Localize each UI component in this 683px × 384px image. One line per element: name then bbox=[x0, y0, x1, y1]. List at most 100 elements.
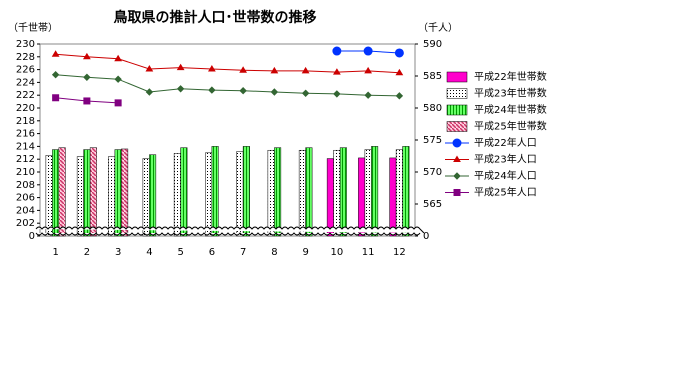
bar bbox=[298, 149, 306, 237]
bar bbox=[58, 147, 66, 237]
marker bbox=[270, 66, 279, 74]
marker bbox=[176, 85, 185, 93]
y-tick-label: 224 bbox=[16, 77, 35, 88]
x-tick-label: 4 bbox=[146, 247, 152, 258]
x-tick-label: 12 bbox=[393, 247, 406, 258]
bar bbox=[395, 149, 403, 237]
y-tick-label: 214 bbox=[16, 141, 35, 152]
bar bbox=[149, 154, 157, 237]
legend-item: 平成24年世帯数 bbox=[446, 103, 547, 116]
y-tick-label: 208 bbox=[16, 180, 35, 191]
legend-swatch bbox=[446, 71, 468, 83]
y-tick-label: 222 bbox=[16, 90, 35, 101]
chart-title: 鳥取県の推計人口･世帯数の推移 bbox=[114, 9, 317, 26]
marker bbox=[51, 50, 60, 57]
bar bbox=[52, 149, 60, 237]
legend-item: 平成23年世帯数 bbox=[446, 87, 547, 100]
bar bbox=[333, 149, 341, 237]
line bbox=[55, 74, 400, 97]
y-tick-label: 216 bbox=[16, 129, 35, 140]
marker bbox=[239, 87, 247, 95]
y2-tick-label: 580 bbox=[423, 103, 442, 114]
bar bbox=[326, 158, 334, 237]
y2-tick-label: 570 bbox=[423, 167, 442, 178]
marker bbox=[364, 66, 373, 74]
x-tick-label: 3 bbox=[115, 247, 121, 258]
marker bbox=[52, 94, 60, 102]
marker bbox=[301, 66, 310, 74]
marker bbox=[208, 86, 216, 94]
legend-swatch bbox=[446, 88, 468, 99]
bar bbox=[358, 157, 366, 237]
marker bbox=[453, 189, 461, 196]
bar bbox=[114, 149, 122, 237]
bar bbox=[180, 147, 188, 237]
bar bbox=[389, 157, 397, 237]
bar bbox=[305, 147, 313, 237]
legend-label: 平成24年世帯数 bbox=[474, 103, 547, 116]
y-tick-label: 204 bbox=[16, 205, 35, 216]
x-tick-label: 10 bbox=[331, 247, 344, 258]
y-tick-label: 218 bbox=[16, 116, 35, 127]
legend-label: 平成22年世帯数 bbox=[474, 70, 547, 83]
bar bbox=[45, 155, 53, 237]
legend-label: 平成22年人口 bbox=[474, 136, 537, 149]
marker bbox=[114, 99, 122, 107]
bar bbox=[236, 151, 244, 237]
y-tick-label: 206 bbox=[16, 193, 35, 204]
legend-item: 平成25年人口 bbox=[445, 186, 537, 199]
marker bbox=[301, 89, 310, 97]
legend-swatch bbox=[446, 121, 468, 132]
bar bbox=[142, 158, 150, 237]
y2-tick-label: 565 bbox=[423, 199, 442, 210]
bar bbox=[121, 148, 129, 237]
x-tick-label: 8 bbox=[271, 247, 277, 258]
marker bbox=[239, 66, 248, 73]
legend-label: 平成24年人口 bbox=[474, 169, 537, 182]
bar bbox=[205, 152, 213, 237]
marker bbox=[332, 68, 341, 75]
bar bbox=[274, 147, 282, 237]
marker bbox=[270, 88, 279, 96]
marker bbox=[453, 155, 461, 162]
marker bbox=[83, 73, 91, 81]
marker bbox=[82, 52, 91, 60]
bar bbox=[173, 153, 181, 237]
marker bbox=[114, 75, 122, 83]
y-tick-label: 226 bbox=[16, 65, 35, 76]
marker bbox=[363, 46, 373, 56]
marker bbox=[333, 90, 341, 98]
bar bbox=[108, 156, 116, 237]
y2-tick-label: 585 bbox=[423, 71, 442, 82]
bar bbox=[76, 156, 84, 237]
y-tick-label: 202 bbox=[16, 218, 35, 229]
bar bbox=[83, 149, 91, 237]
y-tick-label: 220 bbox=[16, 103, 35, 114]
y-tick-label: 210 bbox=[16, 167, 35, 178]
x-tick-label: 5 bbox=[177, 247, 183, 258]
x-tick-label: 1 bbox=[52, 247, 58, 258]
marker bbox=[145, 64, 154, 72]
marker bbox=[453, 172, 461, 180]
x-tick-label: 7 bbox=[240, 247, 246, 258]
marker bbox=[145, 88, 154, 96]
y2-tick-label: 590 bbox=[423, 39, 442, 50]
x-tick-label: 9 bbox=[302, 247, 308, 258]
y2-tick-label: 575 bbox=[423, 135, 442, 146]
marker bbox=[452, 138, 462, 148]
legend-item: 平成23年人口 bbox=[445, 153, 537, 166]
bar bbox=[339, 147, 347, 237]
legend-label: 平成25年人口 bbox=[474, 186, 537, 199]
legend-item: 平成25年世帯数 bbox=[446, 120, 547, 133]
marker bbox=[207, 64, 216, 72]
bar bbox=[89, 147, 97, 237]
y-tick-label: 0 bbox=[29, 231, 35, 242]
marker bbox=[83, 97, 91, 105]
y-tick-label: 212 bbox=[16, 154, 35, 165]
marker bbox=[395, 92, 404, 100]
legend-label: 平成23年人口 bbox=[474, 153, 537, 166]
bar bbox=[402, 146, 410, 237]
y2-tick-label: 0 bbox=[423, 231, 429, 242]
